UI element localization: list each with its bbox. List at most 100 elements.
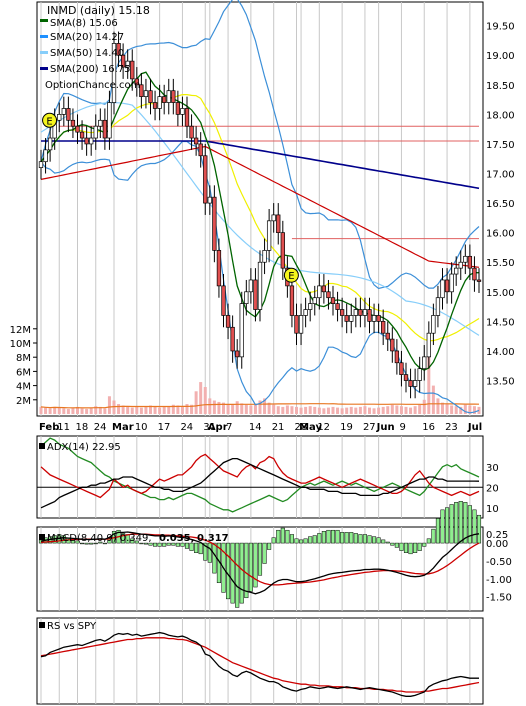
volume-bar: [331, 406, 335, 414]
volume-bar: [390, 404, 394, 414]
volume-bar: [381, 406, 385, 414]
volume-bar: [253, 404, 257, 414]
macd-histogram-bar: [189, 542, 194, 551]
candle-body: [344, 315, 349, 322]
candle-body: [394, 350, 400, 364]
legend-sma8: SMA(8) 15.06: [50, 18, 118, 29]
volume-bar: [71, 407, 75, 414]
candle-body: [38, 161, 44, 168]
macd-histogram-bar: [335, 529, 340, 544]
macd-histogram-bar: [139, 542, 144, 545]
price-panel: E E 19.50 19.00 18.50 18.00 17.50 17.00 16.50 16…: [10, 0, 515, 417]
macd-histogram-bar: [143, 542, 148, 545]
earnings-marker-1: [283, 267, 299, 283]
candle-body: [157, 96, 162, 109]
candle-body: [376, 315, 381, 322]
candle-body: [463, 255, 468, 263]
price-tick-label: 19.00: [486, 51, 515, 62]
volume-bar: [135, 406, 139, 414]
volume-bar: [354, 407, 358, 414]
adx-tick-label: 10: [486, 504, 499, 515]
candle-body: [403, 374, 409, 381]
candle-body: [435, 297, 441, 316]
candle-body: [111, 43, 117, 103]
yellow-channel-line: [40, 93, 480, 342]
candle-body: [449, 273, 454, 293]
volume-bar: [445, 404, 449, 414]
volume-bar: [226, 404, 230, 414]
volume-bar: [336, 407, 340, 414]
candle-body: [467, 255, 473, 269]
x-tick-label: 11: [57, 422, 70, 433]
macd-histogram-bar: [75, 540, 80, 544]
macd-histogram-bar: [321, 531, 326, 544]
macd-tick-label: -0.50: [486, 557, 512, 568]
candle-body: [262, 250, 267, 263]
volume-bar: [263, 398, 267, 414]
volume-bar: [149, 405, 152, 414]
volume-bar: [98, 406, 102, 414]
macd-histogram-bar: [381, 539, 386, 544]
macd-histogram-bar: [308, 536, 313, 544]
x-tick-label: 19: [340, 422, 353, 433]
candle-body: [417, 368, 422, 381]
candle-body: [362, 309, 368, 316]
macd-signal-value: 0.035,: [159, 533, 194, 544]
volume-bar: [436, 398, 440, 414]
candle-body: [326, 291, 331, 299]
candle-body: [476, 279, 482, 282]
volume-bar: [295, 406, 298, 414]
x-tick-label: 23: [445, 422, 458, 433]
volume-bar: [194, 391, 198, 414]
macd-histogram-bar: [184, 542, 190, 549]
macd-histogram-bar: [175, 542, 180, 547]
candle-body: [235, 350, 240, 358]
volume-bar: [413, 406, 417, 414]
candle-body: [203, 155, 208, 204]
candle-body: [244, 291, 249, 304]
candle-body: [458, 261, 463, 269]
candle-body: [125, 60, 130, 68]
macd-histogram-bar: [257, 542, 263, 576]
volume-bar: [418, 404, 422, 414]
macd-histogram-bar: [445, 507, 450, 544]
candle-body: [276, 214, 281, 234]
volume-bar: [317, 407, 321, 414]
price-tick-label: 13.50: [486, 377, 515, 388]
macd-histogram-bar: [454, 502, 459, 544]
candle-body: [317, 285, 322, 299]
macd-histogram-bar: [449, 504, 454, 544]
volume-bar: [53, 406, 57, 414]
x-tick-label: 12: [317, 422, 330, 433]
macd-histogram-bar: [467, 505, 472, 544]
macd-histogram-bar: [171, 542, 176, 546]
macd-histogram-bar: [194, 542, 199, 553]
volume-bar: [130, 407, 134, 414]
macd-histogram-bar: [203, 542, 208, 561]
macd-histogram-bar: [408, 542, 413, 555]
adx-legend-swatch: [39, 443, 45, 449]
volume-bar: [249, 405, 253, 414]
candle-body: [454, 267, 459, 275]
macd-histogram-bar: [121, 533, 126, 544]
candle-body: [225, 315, 231, 328]
macd-histogram-bar: [476, 514, 482, 544]
candle-body: [422, 356, 427, 370]
x-tick-label: Mar: [112, 422, 134, 433]
price-legend: INMD (daily) 15.18 SMA(8) 15.06 SMA(20) …: [40, 4, 150, 91]
macd-histogram-bar: [399, 542, 404, 551]
macd-histogram-bar: [472, 509, 477, 544]
macd-tick-label: 0.00: [486, 539, 508, 550]
earnings-marker-0: [42, 112, 58, 128]
earnings-marker-label-0: E: [46, 116, 52, 127]
macd-histogram-bar: [130, 538, 135, 544]
x-tick-label: 18: [76, 422, 89, 433]
volume-bar: [94, 406, 98, 414]
macd-histogram-bar: [285, 529, 290, 544]
macd-hist-value: 0.317: [197, 533, 229, 544]
macd-histogram-bar: [280, 527, 285, 544]
volume-bar: [167, 406, 171, 414]
volume-bar: [158, 407, 162, 414]
volume-bar: [203, 387, 207, 414]
volume-bar: [450, 405, 454, 414]
